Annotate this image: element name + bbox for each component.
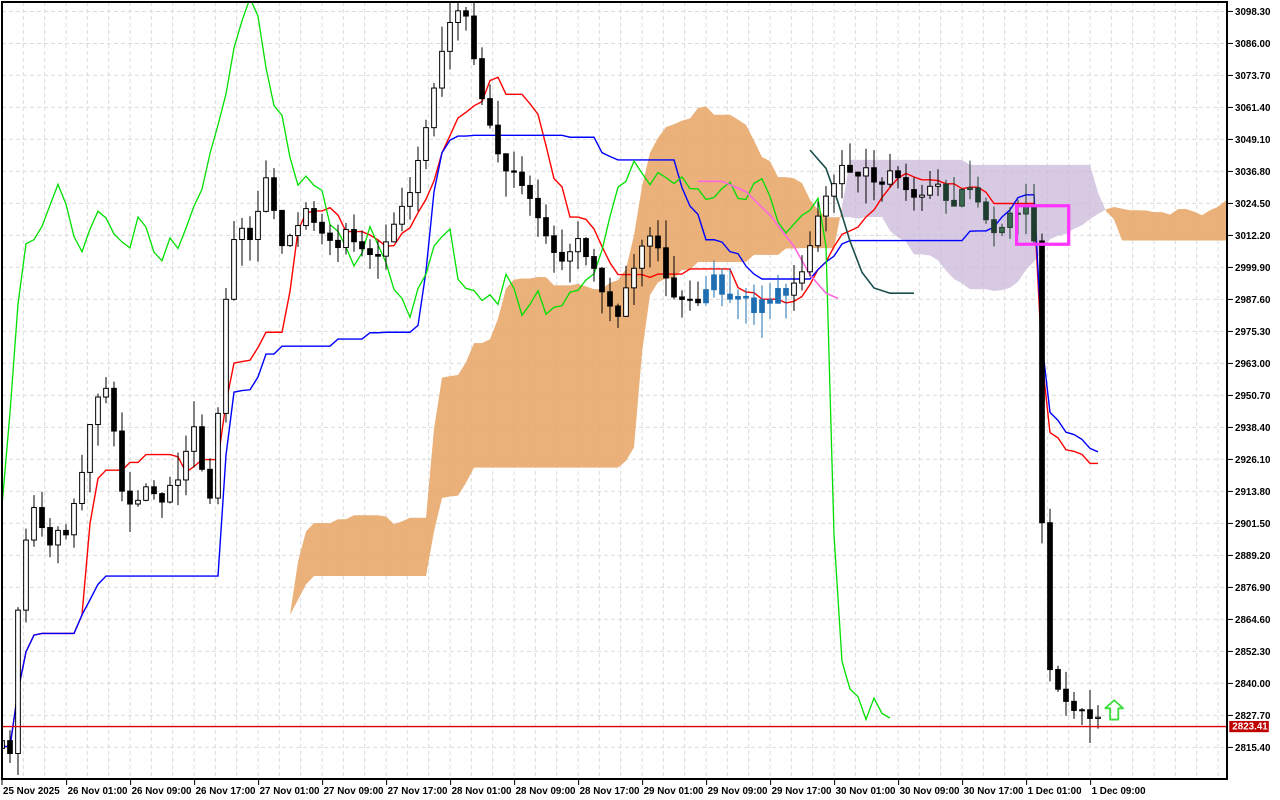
svg-text:26 Nov 09:00: 26 Nov 09:00	[132, 786, 192, 797]
svg-text:2840.00: 2840.00	[1235, 679, 1271, 690]
svg-text:2987.60: 2987.60	[1235, 295, 1271, 306]
svg-text:2950.70: 2950.70	[1235, 391, 1271, 402]
svg-text:27 Nov 17:00: 27 Nov 17:00	[388, 786, 448, 797]
svg-text:2975.30: 2975.30	[1235, 327, 1271, 338]
svg-text:2815.40: 2815.40	[1235, 743, 1271, 754]
svg-text:2913.80: 2913.80	[1235, 487, 1271, 498]
svg-text:3098.30: 3098.30	[1235, 7, 1271, 18]
svg-text:3049.10: 3049.10	[1235, 135, 1271, 146]
svg-text:2963.00: 2963.00	[1235, 359, 1271, 370]
svg-text:2926.10: 2926.10	[1235, 455, 1271, 466]
svg-text:2999.90: 2999.90	[1235, 263, 1271, 274]
svg-text:28 Nov 09:00: 28 Nov 09:00	[516, 786, 576, 797]
svg-text:2864.60: 2864.60	[1235, 615, 1271, 626]
svg-text:2876.90: 2876.90	[1235, 583, 1271, 594]
svg-text:1 Dec 01:00: 1 Dec 01:00	[1028, 786, 1082, 797]
svg-text:3086.00: 3086.00	[1235, 39, 1271, 50]
svg-text:3073.70: 3073.70	[1235, 71, 1271, 82]
svg-text:30 Nov 17:00: 30 Nov 17:00	[964, 786, 1024, 797]
svg-text:2823.41: 2823.41	[1232, 722, 1268, 733]
svg-text:29 Nov 01:00: 29 Nov 01:00	[644, 786, 704, 797]
svg-text:28 Nov 17:00: 28 Nov 17:00	[580, 786, 640, 797]
svg-text:29 Nov 17:00: 29 Nov 17:00	[772, 786, 832, 797]
svg-text:27 Nov 09:00: 27 Nov 09:00	[324, 786, 384, 797]
svg-text:29 Nov 09:00: 29 Nov 09:00	[708, 786, 768, 797]
svg-text:2852.30: 2852.30	[1235, 647, 1271, 658]
svg-text:3012.20: 3012.20	[1235, 231, 1271, 242]
svg-text:2938.40: 2938.40	[1235, 423, 1271, 434]
svg-text:2901.50: 2901.50	[1235, 519, 1271, 530]
svg-text:28 Nov 01:00: 28 Nov 01:00	[452, 786, 512, 797]
svg-text:26 Nov 01:00: 26 Nov 01:00	[68, 786, 128, 797]
svg-text:3024.50: 3024.50	[1235, 199, 1271, 210]
svg-text:25 Nov 2025: 25 Nov 2025	[3, 786, 60, 797]
svg-text:2827.70: 2827.70	[1235, 711, 1271, 722]
svg-text:2889.20: 2889.20	[1235, 551, 1271, 562]
svg-text:30 Nov 01:00: 30 Nov 01:00	[836, 786, 896, 797]
svg-text:3036.80: 3036.80	[1235, 167, 1271, 178]
svg-text:27 Nov 01:00: 27 Nov 01:00	[260, 786, 320, 797]
svg-text:1 Dec 09:00: 1 Dec 09:00	[1092, 786, 1146, 797]
svg-text:30 Nov 09:00: 30 Nov 09:00	[900, 786, 960, 797]
svg-text:26 Nov 17:00: 26 Nov 17:00	[196, 786, 256, 797]
svg-text:3061.40: 3061.40	[1235, 103, 1271, 114]
